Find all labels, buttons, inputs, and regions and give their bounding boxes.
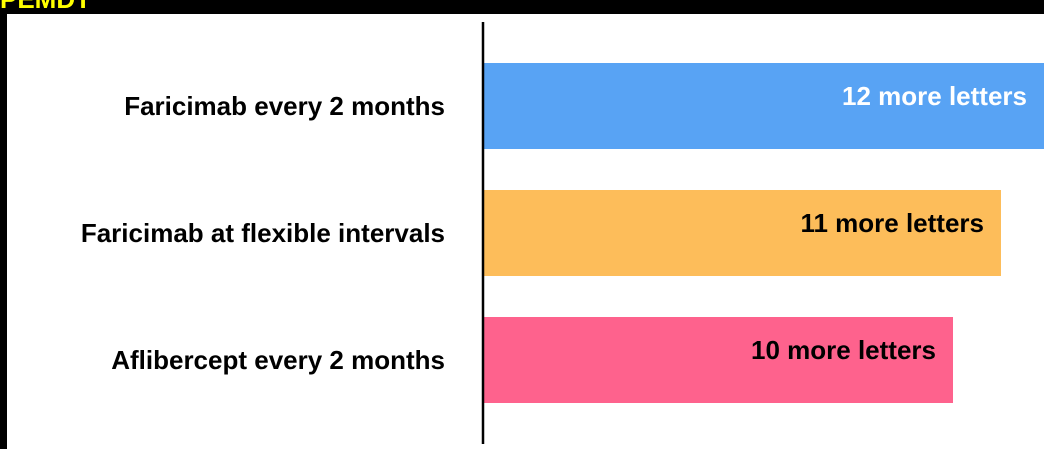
banner-text: PEMDT (0, 0, 91, 12)
chart-panel: Faricimab every 2 months 12 more letters F… (7, 14, 1044, 449)
data-label-2: 11 more letters (800, 208, 984, 238)
bar-1 (484, 63, 1044, 149)
bar-2 (484, 190, 1001, 276)
category-label-1: Faricimab every 2 months (124, 91, 445, 121)
top-banner: PEMDT (0, 0, 1044, 14)
data-label-1: 12 more letters (842, 81, 1027, 111)
data-label-3: 10 more letters (751, 335, 936, 365)
category-label-2: Faricimab at flexible intervals (81, 218, 445, 248)
category-label-3: Aflibercept every 2 months (111, 345, 445, 375)
bar-3 (484, 317, 953, 403)
bar-chart: Faricimab every 2 months 12 more letters F… (81, 22, 1044, 444)
